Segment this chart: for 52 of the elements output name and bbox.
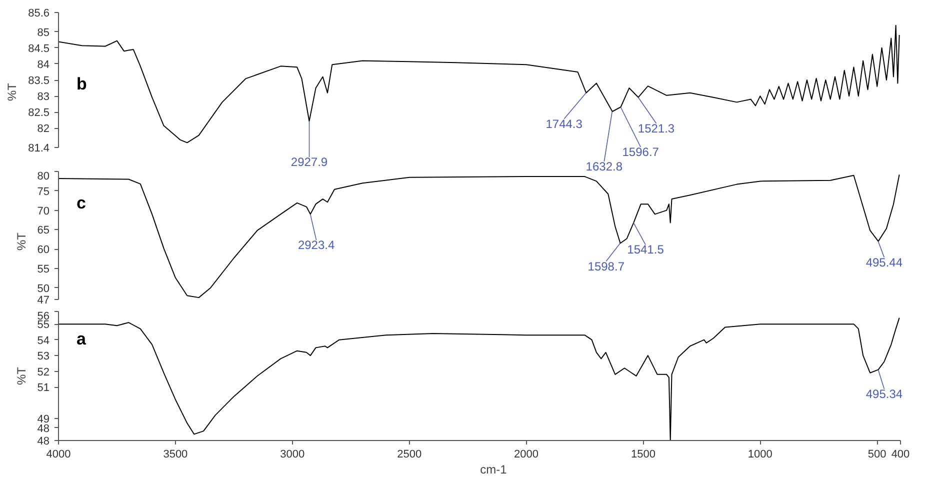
- line-series: [58, 24, 900, 144]
- annotation: 2927.9: [290, 155, 328, 170]
- text: a: [76, 330, 86, 348]
- annotation: 495.44: [866, 255, 903, 270]
- y-tick-label: 81.4: [28, 142, 50, 154]
- y-tick-label: 83.5: [28, 75, 50, 87]
- annotation: 1521.3: [638, 121, 675, 136]
- y-tick-label: 85.6: [28, 8, 50, 20]
- annotation: 1598.7: [588, 259, 625, 274]
- y-tick-label: 82.5: [28, 107, 50, 120]
- annotation: 2923.4: [298, 238, 335, 252]
- y-axis-title: %T: [5, 82, 20, 101]
- y-tick-label: 60: [37, 244, 50, 256]
- y-tick-label: 82: [37, 123, 50, 136]
- y-tick-label: 50: [37, 282, 50, 295]
- y-tick-label: 65: [37, 224, 50, 237]
- text: c: [76, 194, 86, 212]
- annotation: 495.34: [866, 386, 903, 401]
- y-axis-title: %T: [14, 366, 28, 385]
- x-tick-label: 1000: [748, 448, 772, 460]
- text: b: [76, 74, 87, 94]
- y-tick-label: 49: [37, 413, 50, 426]
- x-tick-label: 400: [891, 448, 910, 460]
- x-tick-label: 4000: [46, 448, 71, 460]
- annotation: 1632.8: [586, 160, 623, 174]
- annotation: 1744.3: [546, 116, 583, 131]
- y-tick-label: 84.5: [28, 42, 50, 55]
- y-tick-label: 75: [37, 186, 50, 198]
- x-axis-title: cm-1: [480, 462, 508, 476]
- y-tick-label: 48: [37, 436, 50, 448]
- y-tick-label: 85: [37, 26, 50, 39]
- x-tick-label: 3500: [163, 448, 188, 460]
- y-tick-label: 55: [37, 263, 50, 276]
- y-axis-title: %T: [14, 232, 28, 250]
- y-tick-label: 48: [37, 422, 50, 435]
- y-tick-label: 80: [37, 170, 50, 182]
- y-tick-label: 54: [37, 334, 50, 347]
- y-tick-label: 47: [37, 294, 50, 306]
- annotation: 1596.7: [622, 145, 660, 159]
- x-tick-label: 500: [868, 448, 886, 460]
- x-tick-label: 3000: [280, 448, 305, 460]
- x-tick-label: 1500: [630, 448, 656, 460]
- y-tick-label: 55: [37, 319, 50, 332]
- y-tick-label: 51: [37, 382, 50, 394]
- annotation: 1541.5: [627, 242, 664, 257]
- x-tick-label: 2500: [397, 448, 422, 460]
- y-tick-label: 83: [37, 91, 50, 104]
- y-tick-label: 84: [37, 58, 50, 71]
- x-tick-label: 2000: [514, 448, 539, 460]
- y-tick-label: 53: [37, 350, 50, 363]
- y-tick-label: 52: [37, 366, 50, 378]
- y-tick-label: 70: [37, 205, 50, 218]
